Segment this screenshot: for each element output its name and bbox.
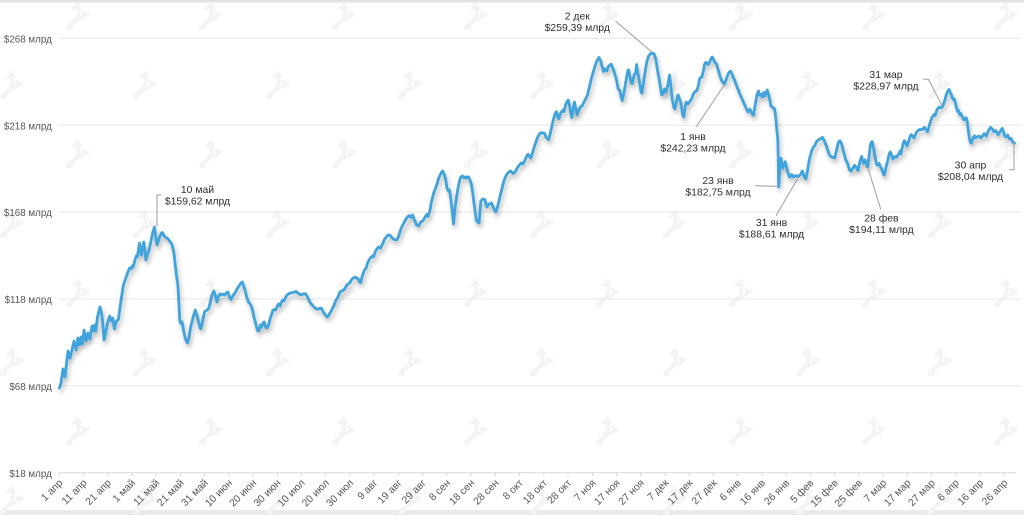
svg-text:$159,62 млрд: $159,62 млрд xyxy=(165,196,230,207)
svg-text:$242,23 млрд: $242,23 млрд xyxy=(660,144,725,155)
svg-text:31 янв: 31 янв xyxy=(756,218,788,229)
svg-text:31 мар: 31 мар xyxy=(869,70,902,81)
svg-text:$182,75 млрд: $182,75 млрд xyxy=(685,187,750,198)
svg-text:30 апр: 30 апр xyxy=(955,160,987,171)
svg-text:$194,11 млрд: $194,11 млрд xyxy=(849,225,913,236)
svg-text:28 фев: 28 фев xyxy=(864,213,899,225)
svg-text:10 май: 10 май xyxy=(181,185,214,196)
svg-text:$18 млрд: $18 млрд xyxy=(9,469,52,480)
svg-text:$259,39 млрд: $259,39 млрд xyxy=(545,23,610,34)
svg-text:$118 млрд: $118 млрд xyxy=(5,295,52,306)
svg-text:$218 млрд: $218 млрд xyxy=(4,121,52,132)
svg-text:$168 млрд: $168 млрд xyxy=(4,208,52,219)
svg-text:$208,04 млрд: $208,04 млрд xyxy=(938,172,1003,183)
svg-text:$188,61 млрд: $188,61 млрд xyxy=(739,229,804,240)
svg-text:$268 млрд: $268 млрд xyxy=(4,35,52,46)
svg-text:$68 млрд: $68 млрд xyxy=(9,382,52,393)
svg-text:$228,97 млрд: $228,97 млрд xyxy=(853,82,918,93)
svg-text:23 янв: 23 янв xyxy=(702,176,734,187)
svg-text:1 янв: 1 янв xyxy=(680,132,706,143)
svg-text:2 дек: 2 дек xyxy=(565,11,591,22)
